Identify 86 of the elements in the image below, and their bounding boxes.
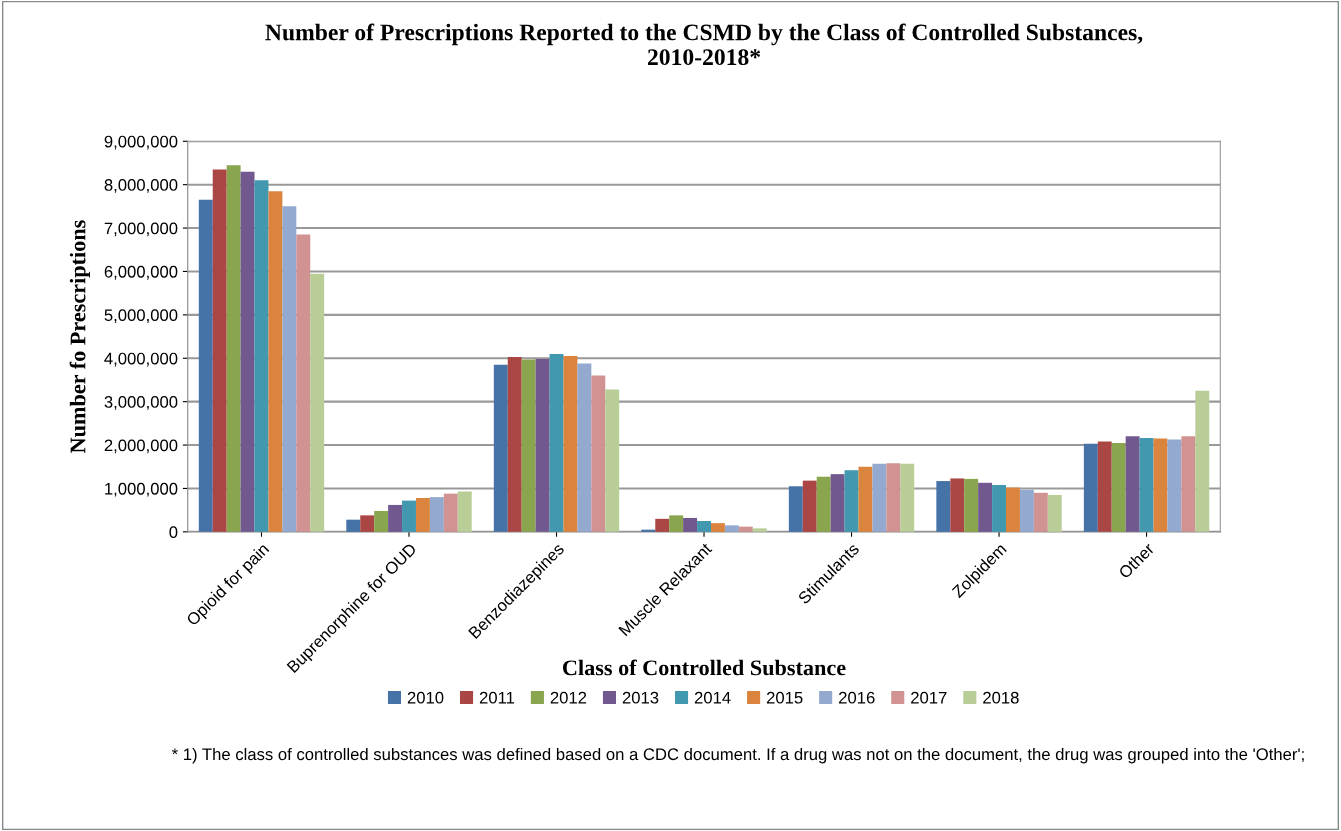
y-tick-label: 7,000,000: [104, 222, 178, 237]
bar: [816, 476, 831, 532]
bar: [549, 353, 564, 532]
bar: [443, 493, 458, 532]
bar: [738, 526, 753, 532]
bar: [1019, 489, 1034, 532]
bar: [1047, 494, 1062, 532]
bar: [1139, 438, 1154, 532]
bar: [198, 199, 213, 532]
y-tick-label: 5,000,000: [104, 309, 178, 324]
bar: [964, 478, 979, 532]
y-tick-label: 8,000,000: [104, 179, 178, 193]
bar: [402, 500, 416, 532]
bar: [296, 234, 311, 532]
bar: [240, 171, 255, 532]
bar: [697, 520, 711, 532]
bar: [1083, 443, 1098, 532]
bar: [724, 525, 739, 532]
bar: [1033, 492, 1048, 532]
bar: [591, 375, 606, 532]
bar: [752, 528, 767, 532]
bar: [457, 491, 472, 532]
y-tick-label: 3,000,000: [104, 396, 178, 410]
y-tick-label: 2,000,000: [104, 439, 178, 454]
bar: [802, 480, 817, 532]
bar: [936, 481, 951, 532]
bar: [655, 518, 670, 532]
bar: [415, 497, 430, 532]
bar: [1195, 390, 1210, 532]
bar: [710, 523, 725, 532]
bar: [374, 511, 389, 532]
legend-label: 2016: [839, 691, 875, 704]
bar: [830, 474, 845, 532]
bar: [844, 470, 859, 532]
legend-label: 2012: [550, 691, 587, 704]
bar: [254, 180, 269, 532]
bar: [310, 273, 325, 532]
bar: [346, 519, 361, 532]
y-tick-label: 0: [169, 526, 178, 539]
y-tick-label: 1,000,000: [105, 482, 178, 497]
bar: [1111, 442, 1126, 532]
bar: [507, 356, 522, 532]
bar: [282, 206, 297, 532]
legend-label: 2018: [983, 691, 1019, 704]
bar: [858, 466, 873, 532]
bar: [360, 515, 375, 532]
bar: [978, 482, 993, 532]
bar: [900, 463, 915, 532]
y-tick-label: 6,000,000: [104, 265, 178, 280]
bar: [872, 463, 887, 532]
legend-label: 2013: [622, 691, 659, 704]
bar: [429, 497, 444, 532]
bar: [388, 504, 403, 532]
bar: [641, 529, 656, 532]
bar: [669, 515, 684, 532]
bar: [521, 359, 536, 532]
bar: [577, 363, 592, 532]
bar: [268, 191, 283, 532]
bar: [212, 169, 227, 532]
bar: [788, 486, 803, 532]
bar: [1167, 439, 1182, 532]
bar: [992, 484, 1007, 532]
bar: [1181, 436, 1196, 532]
bar: [563, 356, 578, 532]
bar: [1097, 441, 1112, 532]
bar: [605, 389, 620, 532]
legend-label: 2017: [911, 691, 947, 704]
bar: [535, 359, 550, 532]
legend-label: 2014: [694, 691, 731, 704]
bar: [1006, 487, 1020, 532]
x-axis-title: Class of Controlled Substance: [563, 659, 846, 676]
bar: [1125, 436, 1140, 532]
text: * 1) The class of controlled substances was defined based on a CDC document. If a drug was not on the document, the drug was grouped into the 'Other';: [171, 747, 1304, 764]
legend-label: 2010: [407, 691, 444, 704]
bar: [950, 478, 965, 532]
chart-title: Number of Prescriptions Reported to the CSMD by the Class of Controlled Substances, 2010-2018*: [265, 23, 1143, 66]
y-tick-label: 9,000,000: [104, 135, 178, 150]
bar: [493, 364, 508, 532]
bar: [683, 517, 698, 532]
legend-label: 2011: [479, 691, 515, 704]
legend-label: 2015: [766, 691, 803, 704]
bar: [1153, 438, 1168, 532]
y-tick-label: 4,000,000: [104, 352, 178, 367]
bar: [226, 165, 241, 532]
bar: [886, 463, 901, 532]
y-axis-title: Number fo Prescriptions: [69, 220, 90, 454]
